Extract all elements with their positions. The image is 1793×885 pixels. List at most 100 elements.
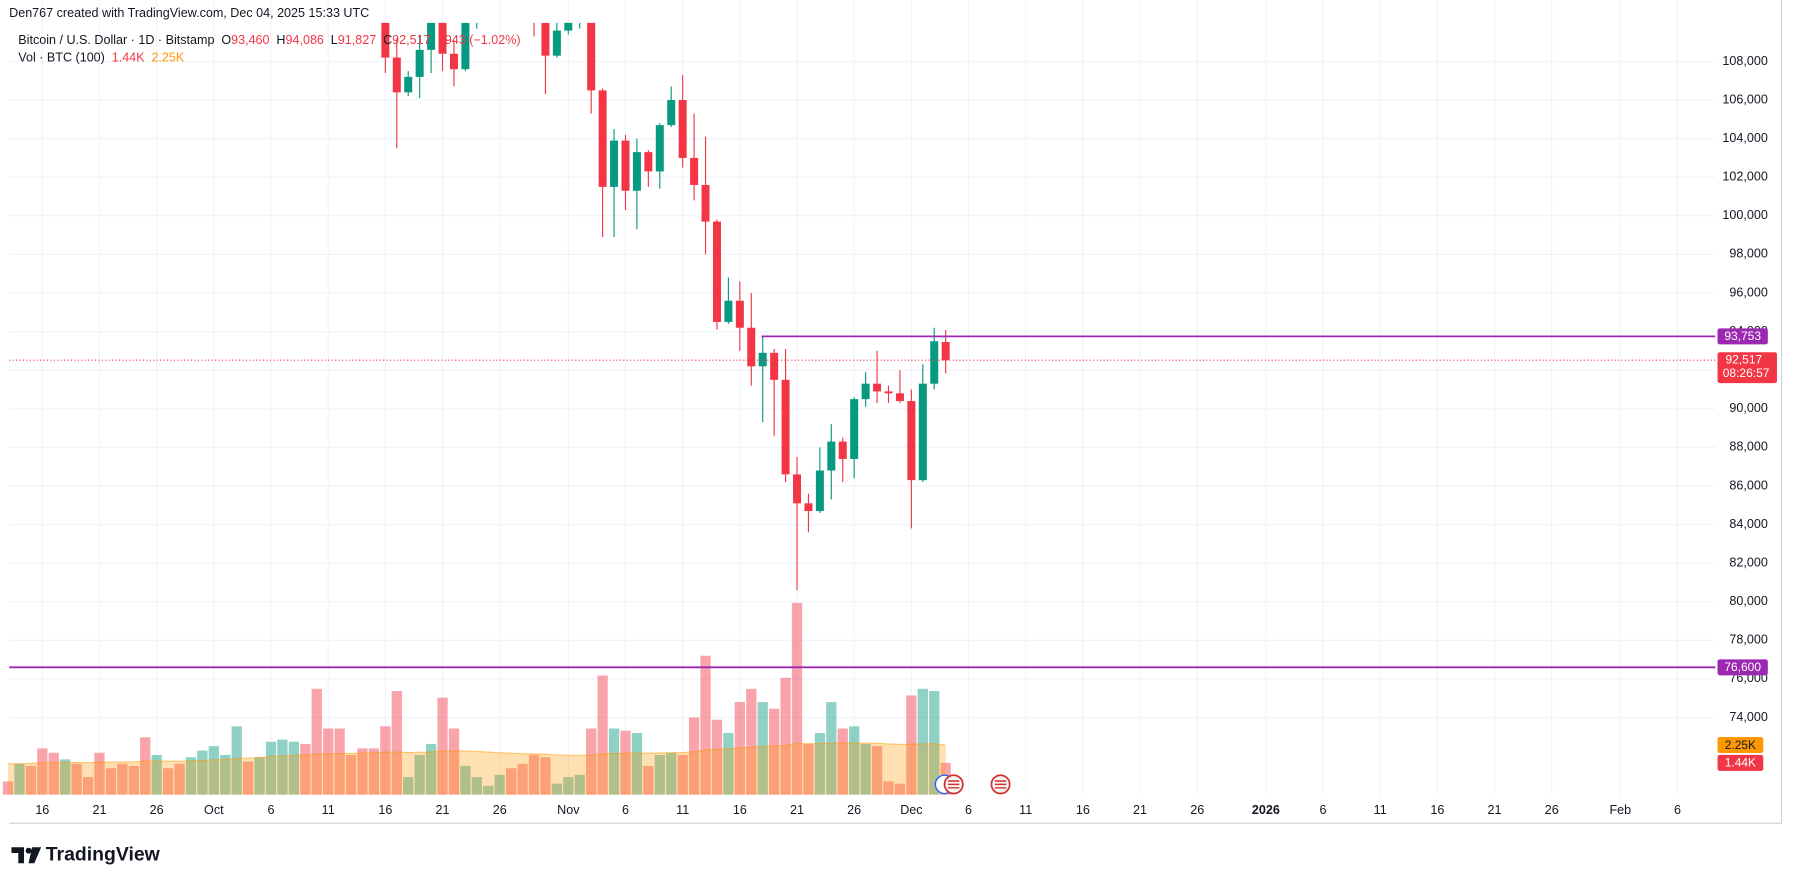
volume-bar xyxy=(60,759,71,795)
volume-bar xyxy=(494,774,505,795)
y-tick-label: 80,000 xyxy=(1729,594,1767,608)
volume-ma-line xyxy=(8,742,946,765)
volume-bar xyxy=(357,748,368,795)
ohlc-label: H xyxy=(276,33,285,47)
event-icons xyxy=(934,774,1011,795)
x-tick-label: 6 xyxy=(965,803,972,817)
volume-bar xyxy=(311,688,322,795)
volume-bar xyxy=(608,728,620,795)
volume-bar xyxy=(688,717,700,795)
candle-body xyxy=(415,49,424,77)
volume-label-box xyxy=(1717,754,1764,771)
volume-bar xyxy=(254,757,265,795)
x-tick-label: 6 xyxy=(1674,803,1681,817)
volume-ma-fill xyxy=(8,742,946,795)
y-tick-label: 106,000 xyxy=(1722,92,1767,106)
x-tick-label: 11 xyxy=(1019,803,1032,817)
candle-body xyxy=(907,401,916,481)
candle-body xyxy=(587,22,596,91)
x-tick-label: 2026 xyxy=(1252,803,1280,817)
volume-bar xyxy=(162,768,174,795)
volume-bar xyxy=(746,688,757,795)
candle-body xyxy=(930,341,939,384)
drawings xyxy=(9,335,1716,669)
volume-bar xyxy=(128,766,139,795)
candle-body xyxy=(724,300,733,322)
volume-bar xyxy=(654,754,665,795)
candle-body xyxy=(472,22,481,23)
volume-bar xyxy=(71,763,82,795)
volume-bar xyxy=(208,746,219,795)
ohlc-label: C xyxy=(383,33,392,47)
volume-bar xyxy=(48,752,59,795)
volume-bar xyxy=(620,730,631,795)
volume-bar xyxy=(563,777,574,795)
candle-body xyxy=(861,383,870,400)
candle-body xyxy=(621,140,630,191)
y-tick-label: 82,000 xyxy=(1729,555,1767,569)
volume-last: 1.44K xyxy=(112,51,145,65)
volume-bar xyxy=(894,783,906,795)
volume-ma-label-box xyxy=(1717,737,1764,754)
volume-bar xyxy=(803,743,814,795)
last-price-box xyxy=(1717,352,1777,384)
candle-body xyxy=(644,152,653,172)
candle-body xyxy=(655,125,664,172)
y-tick-label: 90,000 xyxy=(1729,401,1767,415)
volume-bar xyxy=(483,785,494,795)
volume-bar xyxy=(643,766,654,795)
x-tick-label: Dec xyxy=(900,803,922,817)
candle-body xyxy=(438,22,447,54)
flag xyxy=(947,780,960,789)
volume-bar xyxy=(757,702,768,795)
x-tick-label: 21 xyxy=(790,803,804,817)
candle-body xyxy=(850,399,859,459)
x-tick-label: Nov xyxy=(557,803,580,817)
candle-body xyxy=(427,22,436,50)
volume-bar xyxy=(323,728,334,795)
volume-bar xyxy=(231,726,242,795)
logo-mark xyxy=(25,847,32,854)
volume-bar xyxy=(220,754,231,795)
volume-ma-last: 2.25K xyxy=(151,51,184,65)
grid xyxy=(9,0,1716,795)
y-tick-label: 86,000 xyxy=(1729,478,1767,492)
brand: TradingView xyxy=(46,843,161,865)
x-tick-label: 16 xyxy=(733,803,747,817)
last-price-label: 92,517 xyxy=(1725,352,1762,366)
candle-body xyxy=(381,22,390,58)
ohlc-label: O xyxy=(221,33,231,47)
volume-bar xyxy=(597,675,608,795)
volume-bar xyxy=(677,754,688,795)
volume-bar xyxy=(437,697,448,795)
ohlc-label: L xyxy=(331,33,338,47)
axes: 16 21 26 Oct 6 11 16 21 26 Nov 6 11 16 21 26 Dec 6 11 16 21… xyxy=(35,54,1777,817)
volume-bar xyxy=(242,761,254,795)
x-tick-label: 26 xyxy=(493,803,507,817)
candle-body xyxy=(541,22,550,56)
volume-bar xyxy=(791,602,803,795)
volume-bar xyxy=(906,695,917,795)
x-tick-label: 11 xyxy=(322,803,335,817)
price-label: 93,753 xyxy=(1724,329,1761,343)
candle-body xyxy=(564,22,573,31)
candle-body xyxy=(530,22,539,23)
ohlc-value: 91,827 xyxy=(338,33,376,47)
candle-body xyxy=(701,184,710,222)
volume-bar xyxy=(197,750,208,795)
volume-bar xyxy=(82,777,94,795)
candle-body xyxy=(747,327,756,367)
candle-body xyxy=(690,157,699,185)
x-tick-label: 21 xyxy=(1133,803,1147,817)
candle-body xyxy=(781,379,790,475)
volume-bar xyxy=(460,766,471,795)
candle-body xyxy=(610,140,619,187)
volume-bar xyxy=(117,763,128,795)
x-tick-label: 21 xyxy=(436,803,450,817)
candle-body xyxy=(827,441,836,471)
volume-bar xyxy=(25,766,37,795)
candle-body xyxy=(678,100,687,158)
candle-body xyxy=(770,352,779,380)
